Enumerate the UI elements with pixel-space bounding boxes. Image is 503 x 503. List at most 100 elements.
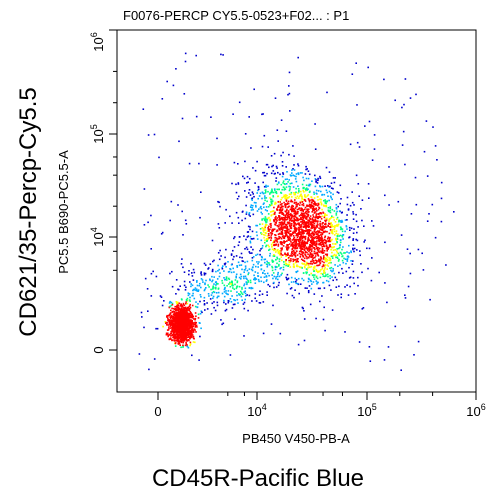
event-point <box>306 257 308 260</box>
event-point <box>321 223 323 225</box>
event-point <box>359 250 361 252</box>
event-point <box>244 265 247 267</box>
event-point <box>233 271 235 273</box>
event-point <box>317 213 320 215</box>
event-point <box>310 272 312 275</box>
event-point <box>295 280 297 283</box>
event-point <box>295 241 298 244</box>
event-point <box>257 189 259 192</box>
event-point <box>176 323 178 325</box>
event-point <box>330 255 333 258</box>
event-point <box>284 205 287 207</box>
event-point <box>181 337 184 339</box>
event-point <box>317 264 320 267</box>
event-point <box>345 225 348 228</box>
event-point <box>308 183 311 186</box>
event-point <box>294 215 296 217</box>
event-point <box>314 148 317 150</box>
event-point <box>288 217 291 220</box>
event-point <box>225 277 228 279</box>
event-point <box>301 218 304 221</box>
event-point <box>319 175 321 178</box>
event-point <box>177 333 179 335</box>
event-point <box>276 219 278 222</box>
event-point <box>173 319 176 321</box>
event-point <box>203 296 206 299</box>
event-point <box>187 309 190 311</box>
event-point <box>322 230 325 233</box>
event-point <box>318 270 320 273</box>
event-point <box>160 233 163 235</box>
event-point <box>273 286 275 289</box>
event-point <box>342 272 344 274</box>
event-point <box>324 253 327 256</box>
event-point <box>290 193 292 196</box>
event-point <box>329 257 332 260</box>
event-point <box>161 98 164 100</box>
event-point <box>293 246 295 248</box>
event-point <box>258 195 261 197</box>
event-point <box>194 317 197 320</box>
event-point <box>320 226 323 229</box>
event-point <box>317 216 319 218</box>
event-point <box>295 213 297 216</box>
event-point <box>274 234 276 236</box>
event-point <box>296 234 299 237</box>
event-point <box>303 223 305 226</box>
event-point <box>192 323 194 326</box>
event-point <box>198 359 200 361</box>
event-point <box>308 232 311 235</box>
event-point <box>237 183 240 185</box>
event-point <box>329 207 332 209</box>
event-point <box>248 177 251 180</box>
event-point <box>212 288 214 290</box>
event-point <box>301 232 303 235</box>
event-point <box>320 234 322 236</box>
event-point <box>296 217 298 220</box>
event-point <box>297 188 300 190</box>
event-point <box>344 219 347 221</box>
event-point <box>300 218 302 220</box>
event-point <box>273 173 276 175</box>
event-point <box>310 250 313 253</box>
event-point <box>313 278 316 280</box>
event-point <box>186 319 188 322</box>
event-point <box>352 218 355 220</box>
event-point <box>319 228 322 231</box>
event-point <box>347 256 350 258</box>
event-point <box>278 217 281 220</box>
event-point <box>277 181 280 183</box>
event-point <box>287 181 289 183</box>
event-point <box>307 277 310 280</box>
event-point <box>288 225 291 227</box>
event-point <box>180 332 183 335</box>
event-point <box>186 315 188 318</box>
event-point <box>215 270 217 273</box>
event-point <box>211 279 214 282</box>
event-point <box>331 270 333 273</box>
event-point <box>298 222 300 224</box>
event-point <box>327 185 329 187</box>
event-point <box>235 276 237 279</box>
event-point <box>322 249 324 252</box>
event-point <box>184 344 187 347</box>
event-point <box>155 327 157 330</box>
event-point <box>324 275 327 277</box>
event-point <box>303 236 306 239</box>
event-point <box>175 330 177 332</box>
event-point <box>308 184 311 187</box>
event-point <box>323 216 326 219</box>
event-point <box>292 235 295 237</box>
event-point <box>323 199 325 202</box>
event-point <box>252 213 255 216</box>
event-point <box>277 201 280 203</box>
event-point <box>259 302 262 304</box>
event-point <box>291 208 294 211</box>
event-point <box>285 232 288 234</box>
event-point <box>265 186 268 188</box>
event-point <box>346 203 349 206</box>
event-point <box>317 220 319 222</box>
event-point <box>286 253 289 255</box>
event-point <box>307 237 310 240</box>
event-point <box>310 260 312 263</box>
